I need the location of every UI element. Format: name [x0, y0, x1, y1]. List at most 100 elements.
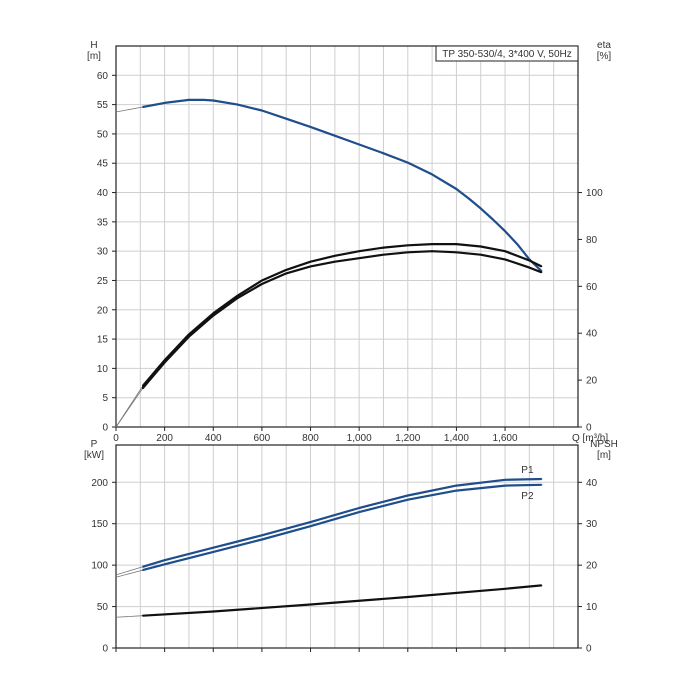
data-point: [504, 479, 506, 481]
x-tick-label: 0: [113, 433, 119, 444]
data-point: [479, 207, 482, 210]
y-right-tick-label: 20: [586, 376, 598, 387]
data-point: [431, 173, 433, 176]
data-point: [309, 521, 312, 523]
y-tick-label: 0: [102, 423, 108, 434]
x-tick-label: 200: [156, 433, 173, 444]
data-point: [261, 109, 263, 112]
series-extension-line: [115, 615, 143, 618]
data-point: [406, 494, 409, 497]
data-point: [467, 197, 470, 200]
data-point: [236, 103, 239, 106]
data-point: [528, 266, 531, 269]
y-tick-label: 200: [91, 478, 108, 489]
data-point: [202, 99, 205, 101]
data-point: [406, 596, 409, 598]
data-point: [212, 314, 215, 317]
data-point: [455, 489, 458, 492]
y-tick-label: 5: [102, 393, 108, 404]
plot-frame: [115, 444, 579, 649]
data-point: [141, 614, 144, 617]
data-point: [309, 265, 312, 268]
y-right-tick-label: 0: [586, 423, 592, 434]
data-point: [188, 333, 190, 336]
y-tick-label: 35: [97, 217, 109, 228]
data-point: [516, 243, 519, 245]
data-point: [358, 143, 360, 146]
y-right-tick-label: 60: [586, 282, 598, 293]
x-tick-label: 400: [205, 433, 222, 444]
x-tick-label: 1,600: [493, 433, 518, 444]
data-point: [285, 269, 288, 271]
data-point: [358, 250, 360, 252]
series-line-p2: [142, 483, 542, 572]
data-point: [212, 551, 215, 553]
y-tick-label: 55: [97, 100, 109, 111]
y-tick-label: 10: [97, 364, 109, 375]
x-tick-label: 800: [302, 433, 319, 444]
chart-title: TP 350-530/4, 3*400 V, 50Hz: [442, 49, 572, 60]
series-line-p1: [142, 477, 542, 568]
data-point: [163, 563, 166, 566]
y-tick-label: 0: [102, 644, 108, 655]
x-tick-label: 1,200: [395, 433, 420, 444]
x-axis-label: Q [m³/h]: [572, 433, 608, 444]
data-point: [309, 603, 312, 606]
data-point: [261, 283, 263, 285]
data-point: [358, 257, 360, 259]
series-extension-line: [115, 106, 143, 113]
data-point: [406, 161, 409, 164]
data-point: [212, 546, 215, 549]
data-point: [528, 259, 531, 262]
data-point: [163, 361, 166, 364]
data-point: [358, 507, 360, 509]
data-point: [492, 218, 494, 221]
data-point: [261, 279, 263, 282]
data-point: [504, 587, 506, 590]
y-tick-label: 45: [97, 159, 109, 170]
data-point: [540, 271, 543, 274]
series-extension-line: [115, 388, 144, 428]
data-point: [236, 297, 239, 299]
data-point: [285, 117, 288, 120]
data-point: [540, 265, 543, 268]
title-box: [435, 45, 579, 62]
data-point: [504, 230, 506, 233]
y-tick-label: 30: [97, 247, 109, 258]
data-point: [382, 253, 385, 256]
y-axis-label: H [m]: [87, 40, 101, 62]
data-point: [334, 134, 336, 137]
y-tick-label: 60: [97, 71, 109, 82]
data-point: [406, 498, 409, 501]
series-line-1-1: [142, 98, 543, 272]
x-tick-label: 1,400: [444, 433, 469, 444]
data-point: [309, 525, 312, 527]
data-point: [334, 255, 336, 257]
series-label-p1: P1: [521, 465, 534, 476]
y-right-tick-label: 30: [586, 519, 598, 530]
data-point: [479, 253, 482, 256]
series-label-p2: P2: [521, 491, 534, 502]
data-point: [431, 243, 433, 245]
x-tick-label: 600: [254, 433, 271, 444]
data-point: [455, 243, 458, 245]
data-point: [309, 260, 312, 263]
data-point: [188, 99, 190, 101]
data-point: [141, 106, 144, 108]
y-tick-label: 150: [91, 519, 108, 530]
data-point: [406, 244, 409, 247]
data-point: [188, 335, 190, 338]
data-point: [540, 483, 543, 486]
data-point: [141, 569, 144, 571]
data-point: [236, 294, 239, 297]
chart-panel-2: 0 50 100 150 200 0 10 20 30 40 P [kW] NPSH [m] P1 P2: [84, 439, 618, 655]
data-point: [455, 484, 458, 487]
y-tick-label: 100: [91, 561, 108, 572]
data-point: [455, 188, 458, 190]
y-right-axis-label: NPSH [m]: [590, 439, 618, 461]
data-point: [382, 246, 385, 249]
series-line-1-3: [141, 250, 542, 390]
series-line-1-2: [141, 243, 542, 387]
